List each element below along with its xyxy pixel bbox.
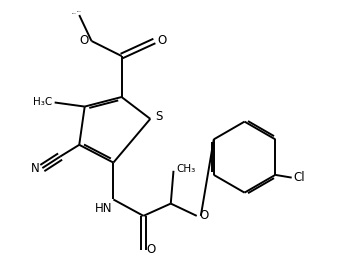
Text: methyl: methyl xyxy=(71,13,76,14)
Text: H₃C: H₃C xyxy=(33,97,52,107)
Text: Cl: Cl xyxy=(293,171,305,184)
Text: O: O xyxy=(200,209,209,222)
Text: S: S xyxy=(155,110,162,123)
Text: O: O xyxy=(158,34,167,47)
Text: CH₃: CH₃ xyxy=(177,164,196,174)
Text: HN: HN xyxy=(94,202,112,215)
Text: N: N xyxy=(31,162,40,175)
Text: O: O xyxy=(79,34,88,47)
Text: O: O xyxy=(147,243,156,256)
Text: methyl: methyl xyxy=(77,11,82,12)
